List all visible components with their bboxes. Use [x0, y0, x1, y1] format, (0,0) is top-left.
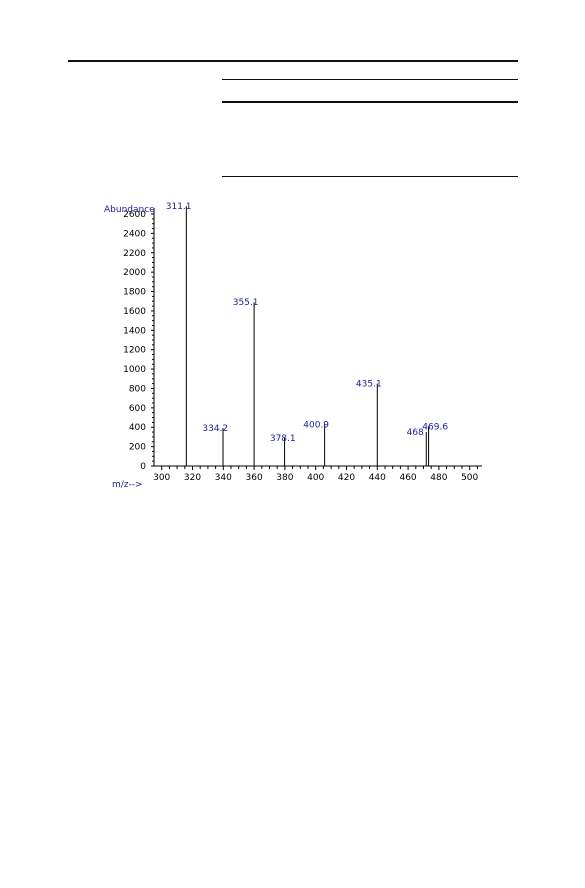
y-tick-label: 2000	[123, 268, 146, 278]
y-tick-label: 1800	[123, 288, 146, 298]
y-tick-label: 1600	[123, 307, 146, 317]
peak-label: 400.9	[303, 420, 329, 430]
y-tick-label: 800	[129, 384, 146, 394]
table-rule-2	[222, 101, 518, 103]
y-axis-label: Abundance	[104, 205, 155, 215]
y-tick-label: 2600	[123, 210, 146, 220]
y-tick-label: 1200	[123, 346, 146, 356]
y-tick-label: 1000	[123, 365, 146, 375]
peak-label: 469.6	[422, 422, 448, 432]
y-tick-label: 0	[140, 462, 146, 472]
x-tick-label: 420	[338, 473, 355, 483]
y-tick-label: 2200	[123, 249, 146, 259]
peak-label: 435.1	[356, 380, 382, 390]
chart-axes: 0 200 400 600 800 1000 1200 1400 1600 1800 2000 220…	[123, 208, 482, 483]
y-tick-label: 200	[129, 443, 146, 453]
x-tick-label: 440	[369, 473, 386, 483]
peak-label: 334.2	[202, 424, 228, 434]
y-tick-label: 2400	[123, 229, 146, 239]
peak-label: 468	[407, 428, 424, 438]
x-axis-label: m/z-->	[112, 480, 143, 490]
table-rule-1	[222, 79, 518, 80]
x-tick-label: 460	[399, 473, 416, 483]
y-tick-label: 1400	[123, 326, 146, 336]
x-tick-label: 340	[215, 473, 232, 483]
peak-label: 378.1	[270, 434, 296, 444]
x-tick-label: 400	[307, 473, 324, 483]
top-rule	[68, 60, 518, 62]
y-tick-label: 400	[129, 423, 146, 433]
x-tick-label: 380	[276, 473, 293, 483]
peak-label: 355.1	[233, 298, 259, 308]
y-tick-label: 600	[129, 404, 146, 414]
x-tick-label: 500	[461, 473, 478, 483]
x-tick-label: 480	[430, 473, 447, 483]
table-rule-3	[222, 176, 518, 177]
x-tick-label: 320	[184, 473, 201, 483]
x-tick-label: 300	[153, 473, 170, 483]
x-tick-label: 360	[246, 473, 263, 483]
peak-label: 311.1	[166, 202, 192, 212]
